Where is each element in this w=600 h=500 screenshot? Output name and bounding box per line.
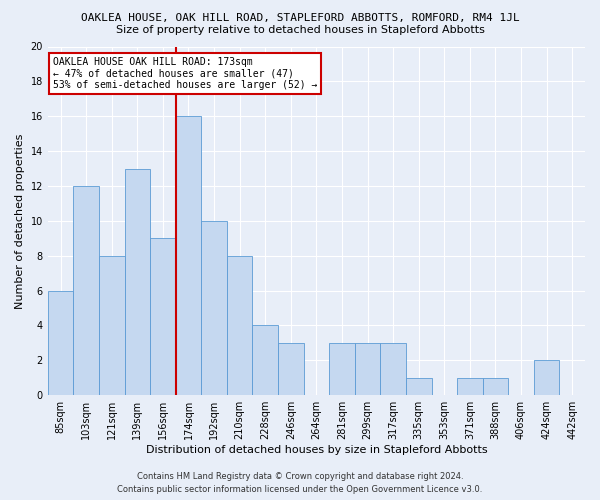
- Bar: [201, 221, 227, 395]
- Bar: [227, 256, 253, 395]
- Bar: [329, 343, 355, 395]
- Bar: [253, 326, 278, 395]
- Bar: [176, 116, 201, 395]
- Bar: [457, 378, 482, 395]
- Bar: [150, 238, 176, 395]
- Bar: [482, 378, 508, 395]
- Bar: [278, 343, 304, 395]
- Bar: [48, 290, 73, 395]
- Y-axis label: Number of detached properties: Number of detached properties: [15, 133, 25, 308]
- Text: OAKLEA HOUSE, OAK HILL ROAD, STAPLEFORD ABBOTTS, ROMFORD, RM4 1JL: OAKLEA HOUSE, OAK HILL ROAD, STAPLEFORD …: [80, 12, 520, 22]
- Bar: [534, 360, 559, 395]
- Bar: [125, 168, 150, 395]
- X-axis label: Distribution of detached houses by size in Stapleford Abbotts: Distribution of detached houses by size …: [146, 445, 487, 455]
- Bar: [406, 378, 431, 395]
- Text: OAKLEA HOUSE OAK HILL ROAD: 173sqm
← 47% of detached houses are smaller (47)
53%: OAKLEA HOUSE OAK HILL ROAD: 173sqm ← 47%…: [53, 57, 317, 90]
- Bar: [380, 343, 406, 395]
- Bar: [73, 186, 99, 395]
- Bar: [99, 256, 125, 395]
- Bar: [355, 343, 380, 395]
- Text: Size of property relative to detached houses in Stapleford Abbotts: Size of property relative to detached ho…: [116, 25, 484, 35]
- Text: Contains HM Land Registry data © Crown copyright and database right 2024.
Contai: Contains HM Land Registry data © Crown c…: [118, 472, 482, 494]
